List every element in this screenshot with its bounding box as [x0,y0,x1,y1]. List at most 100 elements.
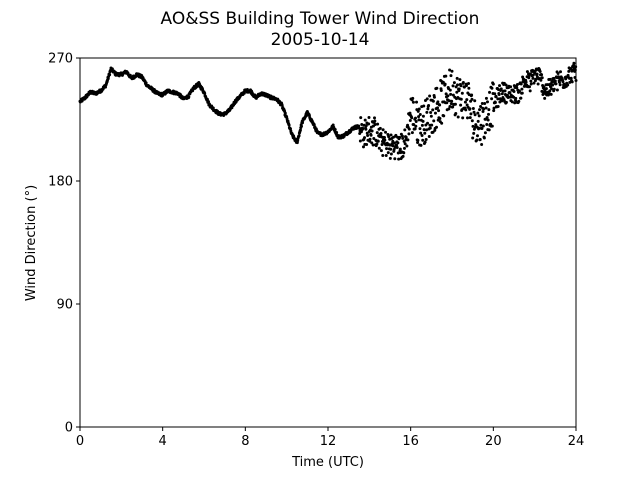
data-point [367,122,371,126]
data-point [382,135,386,139]
data-point [551,83,555,87]
data-point [361,127,365,131]
data-point [549,92,553,96]
data-point [473,99,477,103]
data-point [403,142,407,146]
data-point [363,136,367,140]
data-point [418,127,422,131]
data-point [413,127,417,131]
data-point [468,107,472,111]
data-point [385,147,389,151]
data-point [468,116,472,120]
data-point [536,82,540,86]
data-point [425,110,429,114]
data-point [187,95,191,99]
data-point [422,104,426,108]
data-point [423,131,427,135]
data-point [386,151,390,155]
data-point [459,103,463,107]
data-point [440,121,444,125]
data-point [478,137,482,141]
data-point [496,104,500,108]
data-point [420,123,424,127]
data-point [296,139,300,143]
data-point [429,114,433,118]
data-point [401,136,405,140]
y-tick-label: 90 [56,298,73,313]
data-point [414,124,418,128]
data-point [428,126,432,130]
data-point [538,69,542,73]
data-point [463,100,467,104]
data-point [451,84,455,88]
data-point [387,135,391,139]
data-point [410,116,414,120]
data-point [423,140,427,144]
data-point [490,97,494,101]
data-point [482,136,486,140]
data-point [406,138,410,142]
data-point [550,87,554,91]
data-point [287,123,291,127]
data-point [367,115,371,119]
x-tick-label: 20 [485,434,502,449]
data-point [364,127,368,131]
data-point [379,132,383,136]
data-point [380,143,384,147]
data-point [471,107,475,111]
data-point [451,105,455,109]
data-point [504,100,508,104]
data-point [570,80,574,84]
data-point [298,128,302,132]
data-point [435,125,438,129]
data-point [485,123,489,127]
chart-title: AO&SS Building Tower Wind Direction [161,9,480,29]
data-point [381,153,385,157]
data-point [396,151,400,155]
data-point [499,87,503,91]
data-point [539,78,543,82]
data-point [542,85,546,89]
data-point [439,88,443,92]
data-point [473,113,477,117]
data-point [206,100,210,104]
data-point [410,131,414,135]
data-point [395,143,399,147]
data-point [455,76,459,80]
data-point [312,123,316,127]
data-point [445,101,449,105]
data-point [376,122,380,126]
data-point [470,119,474,123]
data-point [388,156,392,160]
data-point [108,73,112,77]
data-point [417,107,421,111]
data-point [550,80,554,84]
data-point [443,82,447,86]
x-tick-label: 12 [320,434,337,449]
x-tick-label: 24 [568,434,585,449]
data-point [457,87,461,91]
data-point [421,138,425,142]
axes: 0 4 8 12 16 20 24 0 90 180 270 [48,52,584,450]
data-point [557,80,561,84]
data-point [480,127,484,131]
data-point [479,123,483,127]
data-point [484,96,488,100]
data-point [470,97,474,101]
data-point [401,154,405,158]
data-point [427,104,431,108]
data-point [528,89,532,93]
data-point [472,131,476,135]
data-point [464,84,468,88]
data-point [425,97,429,101]
data-point [449,74,453,78]
data-point [372,136,376,140]
data-point [366,133,370,137]
data-point [520,91,524,95]
data-point [508,91,512,95]
data-point [449,102,453,106]
y-tick-label: 0 [65,421,73,436]
data-point [531,76,535,80]
data-point [363,118,367,122]
data-point [373,116,376,120]
